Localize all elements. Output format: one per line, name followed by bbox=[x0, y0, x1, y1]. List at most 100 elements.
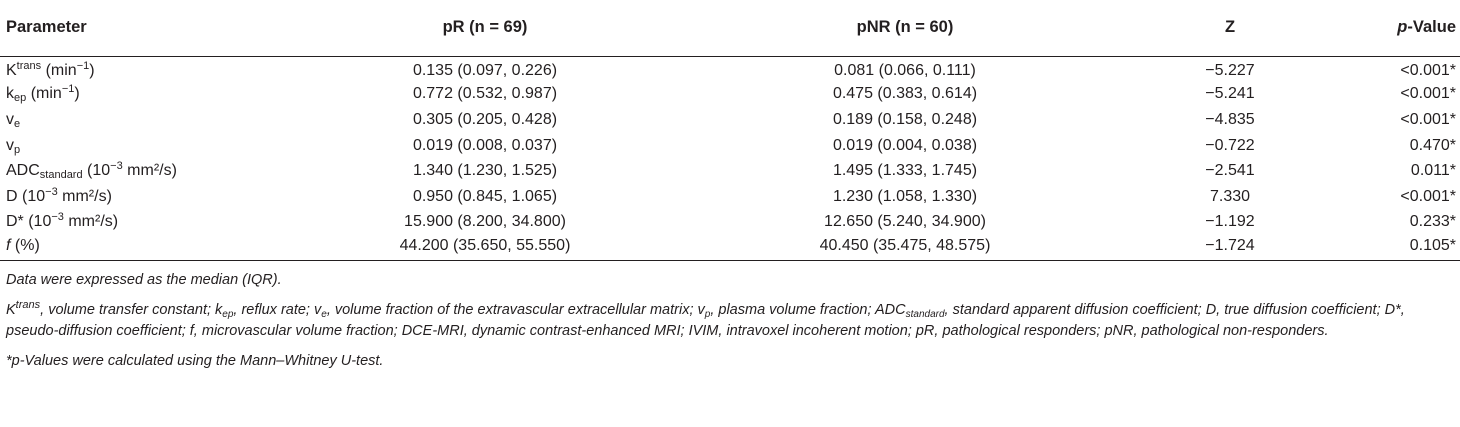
cell-z: 7.330 bbox=[1209, 187, 1251, 205]
parameter-subscript: p bbox=[14, 143, 21, 156]
parameter-symbol: ADC bbox=[6, 162, 40, 180]
cell-pr: 44.200 (35.650, 55.550) bbox=[300, 235, 670, 262]
results-table: Parameter pR (n = 69) pNR (n = 60) Z p-V… bbox=[0, 0, 1460, 262]
cell-p-value: 0.233* bbox=[1409, 213, 1456, 231]
table-row: vp 0.019 (0.008, 0.037) 0.019 (0.004, 0.03… bbox=[0, 133, 1460, 159]
parameter-unit-exponent: −1 bbox=[61, 83, 75, 96]
cell-p-value: <0.001* bbox=[1400, 62, 1456, 80]
parameter-subscript: ep bbox=[14, 92, 27, 105]
cell-pnr: 12.650 (5.240, 34.900) bbox=[824, 213, 986, 231]
table-row: ve 0.305 (0.205, 0.428) 0.189 (0.158, 0.24… bbox=[0, 107, 1460, 133]
cell-z: −0.722 bbox=[1205, 136, 1255, 154]
table-footnotes: Data were expressed as the median (IQR).… bbox=[6, 270, 1456, 372]
header-p-rest: -Value bbox=[1407, 18, 1456, 37]
parameter-unit-exponent: −1 bbox=[76, 60, 90, 73]
abbr-k-sup: trans bbox=[15, 298, 41, 311]
abbr-ve-sub: e bbox=[321, 308, 327, 320]
cell-z: −1.724 bbox=[1140, 235, 1320, 262]
cell-parameter: D (10−3 mm²/s) bbox=[0, 184, 300, 210]
cell-parameter: Ktrans (min−1) bbox=[0, 56, 300, 82]
parameter-subscript: e bbox=[14, 117, 21, 130]
cell-z: −5.227 bbox=[1205, 62, 1255, 80]
cell-pr: 15.900 (8.200, 34.800) bbox=[404, 213, 566, 231]
cell-pr: 0.305 (0.205, 0.428) bbox=[412, 110, 558, 128]
footnote-mann-whitney: *p-Values were calculated using the Mann… bbox=[6, 352, 384, 369]
cell-pnr: 1.230 (1.058, 1.330) bbox=[832, 187, 978, 205]
footnote-abbreviations: Ktrans, volume transfer constant; kep, r… bbox=[6, 298, 1456, 343]
cell-pnr: 40.450 (35.475, 48.575) bbox=[670, 235, 1140, 262]
parameter-unit-close: mm²/s) bbox=[122, 162, 177, 180]
parameter-symbol: K bbox=[6, 62, 17, 80]
parameter-symbol: f bbox=[6, 237, 11, 255]
header-p-italic: p bbox=[1397, 18, 1408, 37]
parameter-unit: (min bbox=[26, 85, 62, 103]
cell-pr: 0.135 (0.097, 0.226) bbox=[412, 62, 558, 80]
abbr-text: , volume transfer constant; k bbox=[40, 301, 223, 318]
cell-parameter: D* (10−3 mm²/s) bbox=[0, 210, 300, 236]
parameter-unit: (10 bbox=[17, 187, 46, 205]
table-row: f (%) 44.200 (35.650, 55.550) 40.450 (35.4… bbox=[0, 235, 1460, 262]
abbr-vp-sub: p bbox=[704, 308, 711, 320]
cell-p-value: 0.011* bbox=[1410, 162, 1456, 180]
parameter-unit: (min bbox=[41, 62, 77, 80]
cell-parameter: ADCstandard (10−3 mm²/s) bbox=[0, 158, 300, 184]
abbr-adc-sub: standard bbox=[905, 308, 945, 320]
header-pnr: pNR (n = 60) bbox=[670, 0, 1140, 57]
table-row: D* (10−3 mm²/s) 15.900 (8.200, 34.800) 12.… bbox=[0, 210, 1460, 236]
footnote-median: Data were expressed as the median (IQR). bbox=[6, 272, 282, 288]
cell-pnr: 0.189 (0.158, 0.248) bbox=[832, 110, 978, 128]
cell-parameter: f (%) bbox=[0, 235, 300, 262]
cell-pnr: 0.475 (0.383, 0.614) bbox=[832, 85, 978, 103]
cell-parameter: vp bbox=[0, 133, 300, 159]
abbr-text: , reflux rate; v bbox=[233, 301, 322, 318]
cell-z: −5.241 bbox=[1205, 85, 1255, 103]
cell-pr: 0.019 (0.008, 0.037) bbox=[412, 136, 558, 154]
cell-pr: 0.950 (0.845, 1.065) bbox=[412, 187, 558, 205]
cell-pnr: 0.019 (0.004, 0.038) bbox=[832, 136, 978, 154]
cell-pr: 0.772 (0.532, 0.987) bbox=[412, 85, 558, 103]
cell-z: −1.192 bbox=[1205, 213, 1255, 231]
parameter-subscript: standard bbox=[39, 169, 83, 182]
parameter-unit: (10 bbox=[23, 213, 52, 231]
table-row: D (10−3 mm²/s) 0.950 (0.845, 1.065) 1.230 … bbox=[0, 184, 1460, 210]
parameter-unit-close: ) bbox=[74, 85, 80, 103]
table-row: Ktrans (min−1) 0.135 (0.097, 0.226) 0.081 … bbox=[0, 56, 1460, 82]
cell-z: −2.541 bbox=[1205, 162, 1255, 180]
cell-p-value: <0.001* bbox=[1400, 110, 1456, 128]
parameter-symbol: v bbox=[6, 136, 14, 154]
parameter-superscript: trans bbox=[16, 60, 42, 73]
parameter-symbol: k bbox=[6, 85, 14, 103]
parameter-unit-close: mm²/s) bbox=[57, 187, 112, 205]
table-body: Ktrans (min−1) 0.135 (0.097, 0.226) 0.081 … bbox=[0, 56, 1460, 262]
cell-parameter: kep (min−1) bbox=[0, 82, 300, 108]
abbr-text: , volume fraction of the extravascular e… bbox=[326, 301, 705, 318]
abbr-kep-sub: ep bbox=[222, 308, 234, 320]
parameter-unit: (%) bbox=[10, 237, 40, 255]
cell-parameter: ve bbox=[0, 107, 300, 133]
cell-pnr: 1.495 (1.333, 1.745) bbox=[832, 162, 978, 180]
header-row: Parameter pR (n = 69) pNR (n = 60) Z p-V… bbox=[0, 0, 1460, 57]
parameter-unit: (10 bbox=[82, 162, 111, 180]
parameter-symbol: D bbox=[6, 187, 18, 205]
header-pr: pR (n = 69) bbox=[300, 0, 670, 57]
header-p-value: p-Value bbox=[1320, 0, 1460, 57]
parameter-symbol: v bbox=[6, 110, 14, 128]
cell-p-value: <0.001* bbox=[1400, 85, 1456, 103]
cell-pnr: 0.081 (0.066, 0.111) bbox=[834, 62, 976, 80]
cell-p-value: 0.105* bbox=[1320, 235, 1460, 262]
parameter-unit-close: ) bbox=[89, 62, 95, 80]
header-parameter: Parameter bbox=[0, 0, 300, 57]
parameter-unit-exponent: −3 bbox=[110, 160, 123, 173]
cell-z: −4.835 bbox=[1205, 110, 1255, 128]
parameter-unit-exponent: −3 bbox=[45, 185, 58, 198]
parameter-unit-exponent: −3 bbox=[51, 211, 64, 224]
cell-p-value: 0.470* bbox=[1409, 136, 1456, 154]
table-row: ADCstandard (10−3 mm²/s) 1.340 (1.230, 1.… bbox=[0, 158, 1460, 184]
table-row: kep (min−1) 0.772 (0.532, 0.987) 0.475 (0.… bbox=[0, 82, 1460, 108]
parameter-symbol: D* bbox=[6, 213, 24, 231]
cell-p-value: <0.001* bbox=[1400, 187, 1456, 205]
abbr-k: K bbox=[6, 301, 16, 318]
abbr-text: , standard apparent diffusion coefficien… bbox=[6, 301, 1405, 340]
header-z: Z bbox=[1140, 0, 1320, 57]
